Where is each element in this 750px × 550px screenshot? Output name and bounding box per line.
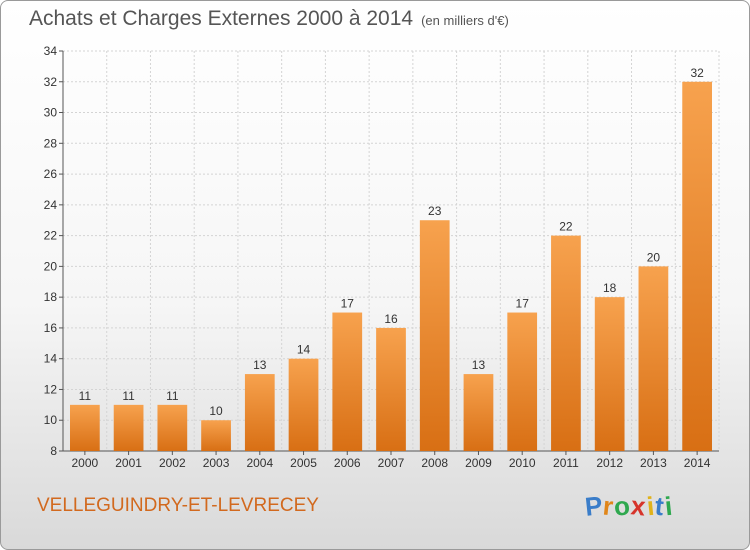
y-tick-label: 12	[44, 382, 58, 396]
y-tick-label: 22	[44, 229, 58, 243]
bar-2008	[419, 220, 450, 451]
bar-2000	[69, 404, 100, 451]
data-label: 18	[603, 281, 617, 295]
bars	[69, 81, 713, 452]
bar-2011	[551, 235, 581, 451]
bar-2002	[157, 404, 188, 451]
logo-letter: i	[663, 490, 675, 522]
title-text: Achats et Charges Externes 2000 à 2014	[29, 7, 414, 30]
y-tick-label: 26	[44, 167, 58, 181]
x-tick-label: 2000	[72, 456, 99, 470]
data-label: 11	[79, 389, 92, 403]
bar-2004	[244, 374, 275, 451]
data-label: 11	[122, 389, 135, 403]
bar-2013	[638, 266, 669, 451]
bar-2001	[113, 404, 144, 451]
chart-subtitle: (en milliers d'€)	[421, 13, 509, 28]
bar-2006	[332, 312, 363, 451]
data-label: 20	[647, 250, 661, 264]
labels: 8 10 12 14 16 18 20 22 24 26 28 30 32 34 11 2000 11 2001 1…	[44, 44, 711, 470]
x-tick-label: 2013	[640, 456, 667, 470]
y-tick-label: 16	[44, 321, 58, 335]
y-tick-label: 32	[44, 75, 58, 89]
y-tick-label: 10	[44, 413, 58, 427]
data-label: 17	[516, 297, 530, 311]
bar-2009	[463, 374, 494, 451]
y-tick-label: 34	[44, 44, 58, 58]
commune-name: VELLEGUINDRY-ET-LEVRECEY	[37, 495, 319, 516]
bar-2005	[288, 358, 319, 451]
x-tick-label: 2006	[334, 456, 361, 470]
x-tick-label: 2007	[378, 456, 405, 470]
bar-2010	[507, 312, 538, 451]
chart-title: Achats et Charges Externes 2000 à 2014 (e…	[29, 7, 509, 31]
y-tick-label: 28	[44, 136, 58, 150]
y-tick-label: 8	[50, 444, 57, 458]
x-tick-label: 2011	[553, 456, 579, 470]
bar-2014	[682, 81, 713, 452]
x-tick-label: 2001	[115, 456, 142, 470]
y-tick-label: 24	[44, 198, 58, 212]
bar-2007	[376, 327, 406, 451]
x-tick-label: 2004	[246, 456, 273, 470]
data-label: 14	[297, 343, 311, 357]
data-label: 11	[166, 389, 179, 403]
bar-2003	[201, 420, 231, 451]
x-tick-label: 2009	[465, 456, 492, 470]
x-tick-label: 2012	[596, 456, 623, 470]
proxiti-logo: Proxiti	[583, 490, 675, 522]
data-label: 13	[253, 358, 267, 372]
data-label: 13	[472, 358, 486, 372]
data-label: 22	[559, 220, 573, 234]
data-label: 32	[690, 66, 704, 80]
y-tick-label: 18	[44, 290, 58, 304]
y-tick-label: 30	[44, 106, 58, 120]
y-tick-label: 14	[44, 352, 58, 366]
data-label: 16	[384, 312, 398, 326]
x-tick-label: 2003	[203, 456, 230, 470]
x-tick-label: 2008	[421, 456, 448, 470]
x-tick-label: 2005	[290, 456, 317, 470]
x-tick-label: 2002	[159, 456, 186, 470]
data-label: 17	[341, 297, 355, 311]
data-label: 10	[209, 404, 223, 418]
data-label: 23	[428, 204, 442, 218]
x-tick-label: 2014	[684, 456, 711, 470]
x-tick-label: 2010	[509, 456, 536, 470]
y-tick-label: 20	[44, 259, 58, 273]
bar-2012	[594, 297, 625, 451]
